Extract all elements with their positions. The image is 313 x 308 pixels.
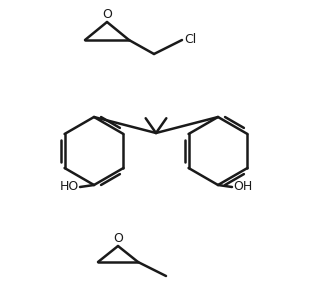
Text: O: O	[113, 232, 123, 245]
Text: O: O	[102, 8, 112, 21]
Text: Cl: Cl	[184, 33, 196, 46]
Text: HO: HO	[60, 180, 79, 193]
Text: OH: OH	[233, 180, 252, 193]
